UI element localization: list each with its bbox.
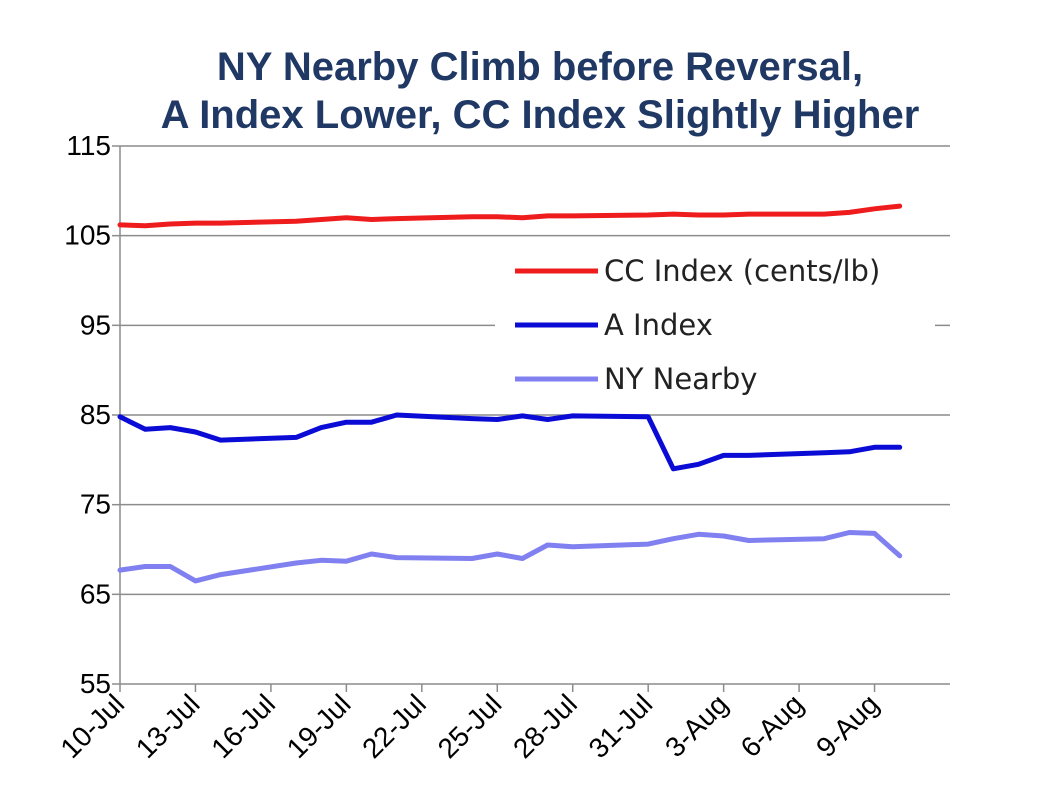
x-tick-label-10: 9-Aug — [810, 688, 885, 763]
y-tick-label-75: 75 — [80, 489, 111, 520]
x-axis-ticks: 10-Jul 13-Jul 16-Jul 19-Jul 22-Jul 25-Jul 28-J… — [54, 684, 885, 764]
y-tick-label-55: 55 — [80, 668, 111, 699]
x-tick-label-6: 28-Jul — [507, 688, 583, 764]
y-tick-label-115: 115 — [66, 130, 111, 161]
x-tick-label-9: 6-Aug — [735, 688, 810, 763]
series-line-1 — [117, 412, 903, 472]
chart-title-line-1: NY Nearby Climb before Reversal, — [217, 45, 863, 89]
x-tick-label-0: 10-Jul — [54, 688, 130, 764]
chart-title-line-2: A Index Lower, CC Index Slightly Higher — [161, 93, 920, 137]
series-line-0 — [117, 203, 903, 229]
y-tick-label-105: 105 — [64, 220, 111, 251]
x-tick-label-8: 3-Aug — [659, 688, 734, 763]
gridlines — [120, 145, 950, 596]
y-tick-label-65: 65 — [80, 578, 111, 609]
legend-label-2: NY Nearby — [604, 362, 757, 396]
series-lines — [117, 203, 903, 584]
legend: CC Index (cents/lb) A Index NY Nearby — [495, 246, 935, 411]
x-tick-label-7: 31-Jul — [583, 688, 659, 764]
x-tick-label-4: 22-Jul — [356, 688, 432, 764]
y-axis-ticks: 55 65 75 85 95 105 115 — [64, 130, 120, 699]
y-tick-label-95: 95 — [80, 309, 111, 340]
x-tick-label-5: 25-Jul — [432, 688, 508, 764]
legend-label-0: CC Index (cents/lb) — [604, 254, 880, 288]
series-line-2 — [117, 530, 903, 584]
x-tick-label-1: 13-Jul — [130, 688, 206, 764]
x-tick-label-2: 16-Jul — [205, 688, 281, 764]
y-tick-label-85: 85 — [80, 399, 111, 430]
x-tick-label-3: 19-Jul — [281, 688, 357, 764]
legend-label-1: A Index — [604, 308, 713, 342]
